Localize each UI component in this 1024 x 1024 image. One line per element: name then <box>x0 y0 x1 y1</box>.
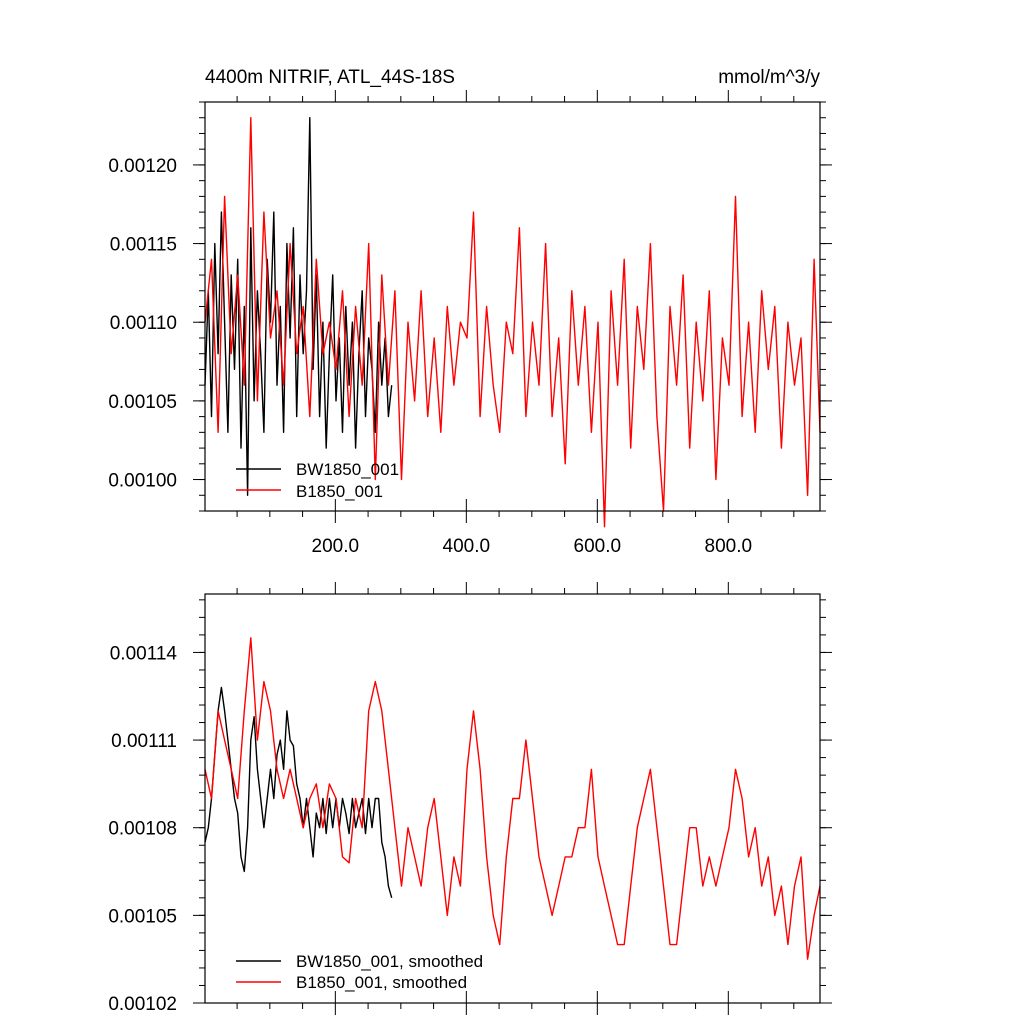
bottom-plot-lines <box>204 637 821 960</box>
top-axis-ticks <box>193 90 832 523</box>
top-legend: BW1850_001 B1850_001 <box>236 460 399 501</box>
bottom-ytick-label: 0.00111 <box>111 731 177 752</box>
top-panel: 4400m NITRIF, ATL_44S-18S mmol/m^3/y 200… <box>108 67 832 557</box>
bottom-series-line-0 <box>204 686 393 898</box>
top-plot-lines <box>204 116 821 528</box>
top-xtick-label: 800.0 <box>705 536 753 557</box>
bottom-tick-labels: 0.00102 0.00105 0.00108 0.00111 0.00114 <box>108 643 177 1015</box>
top-ytick-label: 0.00100 <box>108 471 177 492</box>
top-series-line-1 <box>204 116 821 528</box>
top-ytick-label: 0.00115 <box>110 235 177 256</box>
top-plot-frame <box>204 101 821 512</box>
legend-label-b1850: B1850_001 <box>296 482 383 501</box>
bottom-panel: 0.00102 0.00105 0.00108 0.00111 0.00114 BW18… <box>108 582 832 1015</box>
top-xtick-label: 600.0 <box>574 536 622 557</box>
top-ytick-label: 0.00120 <box>108 156 177 177</box>
top-xtick-label: 400.0 <box>443 536 491 557</box>
chart-title: 4400m NITRIF, ATL_44S-18S <box>205 67 455 88</box>
units-label: mmol/m^3/y <box>718 67 820 88</box>
bottom-ytick-label: 0.00108 <box>108 819 177 840</box>
legend-label-bw1850-smoothed: BW1850_001, smoothed <box>296 952 483 971</box>
bottom-plot-frame <box>204 593 821 1004</box>
legend-label-b1850-smoothed: B1850_001, smoothed <box>296 973 467 992</box>
top-ytick-label: 0.00105 <box>108 392 177 413</box>
top-ytick-label: 0.00110 <box>110 313 177 334</box>
bottom-legend: BW1850_001, smoothed B1850_001, smoothed <box>236 952 483 992</box>
top-series-line-0 <box>204 116 393 496</box>
top-tick-labels: 200.0 400.0 600.0 800.0 0.00100 0.00105 0.0011… <box>108 156 752 557</box>
bottom-ytick-label: 0.00102 <box>108 994 177 1015</box>
bottom-ytick-label: 0.00105 <box>108 906 177 927</box>
bottom-axis-ticks <box>193 582 832 1015</box>
legend-label-bw1850: BW1850_001 <box>296 460 399 479</box>
bottom-ytick-label: 0.00114 <box>110 643 178 664</box>
bottom-series-line-1 <box>204 637 821 960</box>
top-xtick-label: 200.0 <box>312 536 360 557</box>
